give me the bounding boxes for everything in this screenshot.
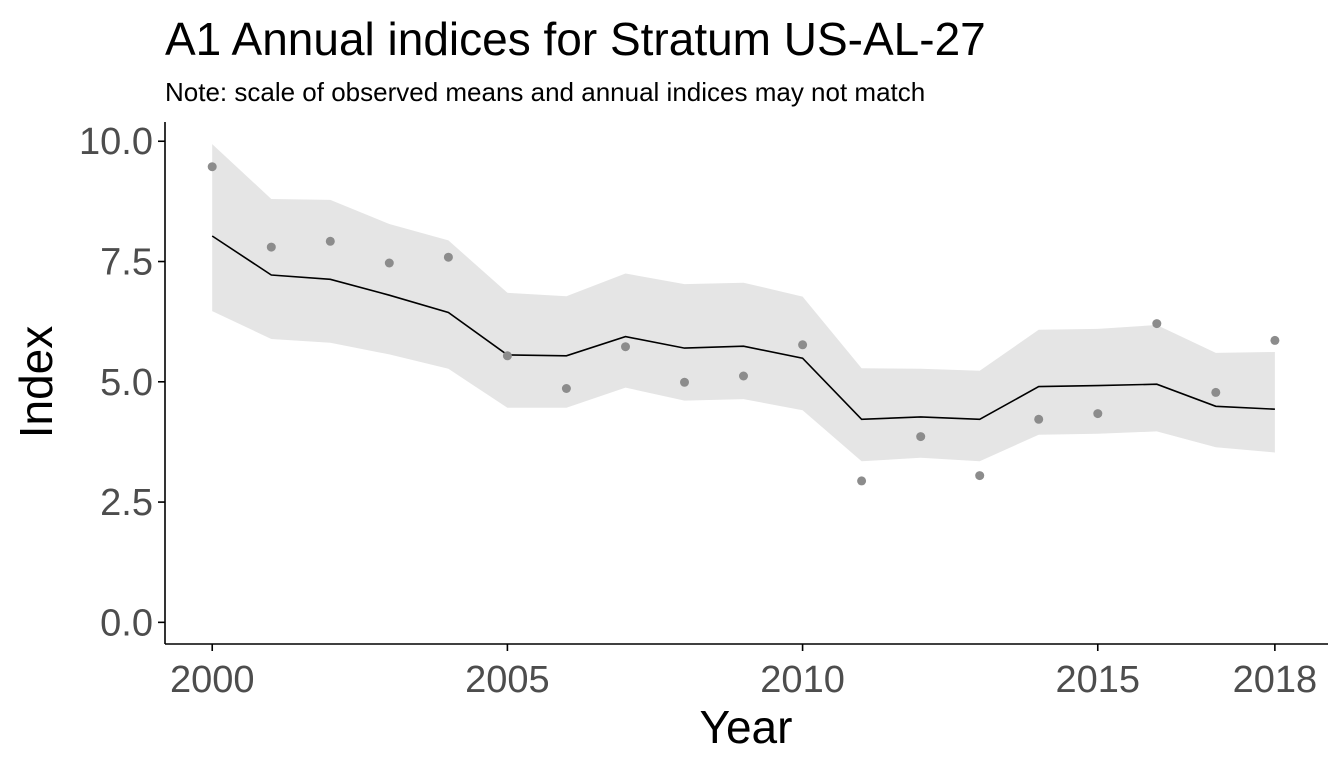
- observed-means-layer: [207, 162, 1280, 486]
- x-axis-title: Year: [700, 701, 793, 753]
- y-tick-label: 5.0: [100, 362, 153, 404]
- observed-mean-point: [1152, 319, 1162, 329]
- x-tick-label: 2015: [1055, 659, 1140, 701]
- observed-mean-point: [916, 432, 926, 442]
- x-tick-label: 2010: [760, 659, 845, 701]
- confidence-ribbon: [212, 144, 1275, 462]
- observed-mean-point: [443, 252, 453, 262]
- observed-mean-point: [1034, 414, 1044, 424]
- y-tick-label: 7.5: [100, 242, 153, 284]
- chart-title: A1 Annual indices for Stratum US-AL-27: [165, 13, 986, 65]
- observed-mean-point: [1093, 409, 1103, 419]
- observed-mean-point: [384, 258, 394, 268]
- index-line: [211, 235, 1275, 421]
- x-tick-label: 2000: [170, 659, 255, 701]
- x-axis: 2000 2005 2010 2015 2018: [165, 643, 1328, 701]
- observed-mean-point: [1270, 335, 1280, 345]
- y-tick-label: 10.0: [79, 121, 153, 163]
- confidence-ribbon-layer: [212, 144, 1275, 462]
- index-line-layer: [211, 235, 1275, 421]
- plot-area: [207, 144, 1280, 486]
- observed-mean-point: [325, 236, 335, 246]
- y-axis: 0.0 2.5 5.0 7.5 10.0: [79, 121, 166, 644]
- observed-mean-point: [975, 471, 985, 481]
- y-tick-label: 0.0: [100, 602, 153, 644]
- x-tick-label: 2018: [1233, 659, 1318, 701]
- observed-mean-point: [266, 242, 276, 252]
- observed-mean-point: [857, 476, 867, 486]
- observed-mean-point: [1211, 387, 1221, 397]
- y-axis-title: Index: [10, 326, 62, 439]
- observed-mean-point: [680, 377, 689, 387]
- observed-mean-point: [502, 351, 512, 361]
- x-tick-label: 2005: [465, 659, 550, 701]
- y-tick-label: 2.5: [100, 482, 153, 524]
- observed-mean-point: [798, 340, 808, 350]
- chart-subtitle: Note: scale of observed means and annual…: [165, 77, 925, 107]
- observed-mean-point: [561, 384, 571, 393]
- observed-mean-point: [621, 342, 630, 352]
- observed-mean-point: [739, 371, 748, 381]
- observed-mean-point: [207, 162, 217, 172]
